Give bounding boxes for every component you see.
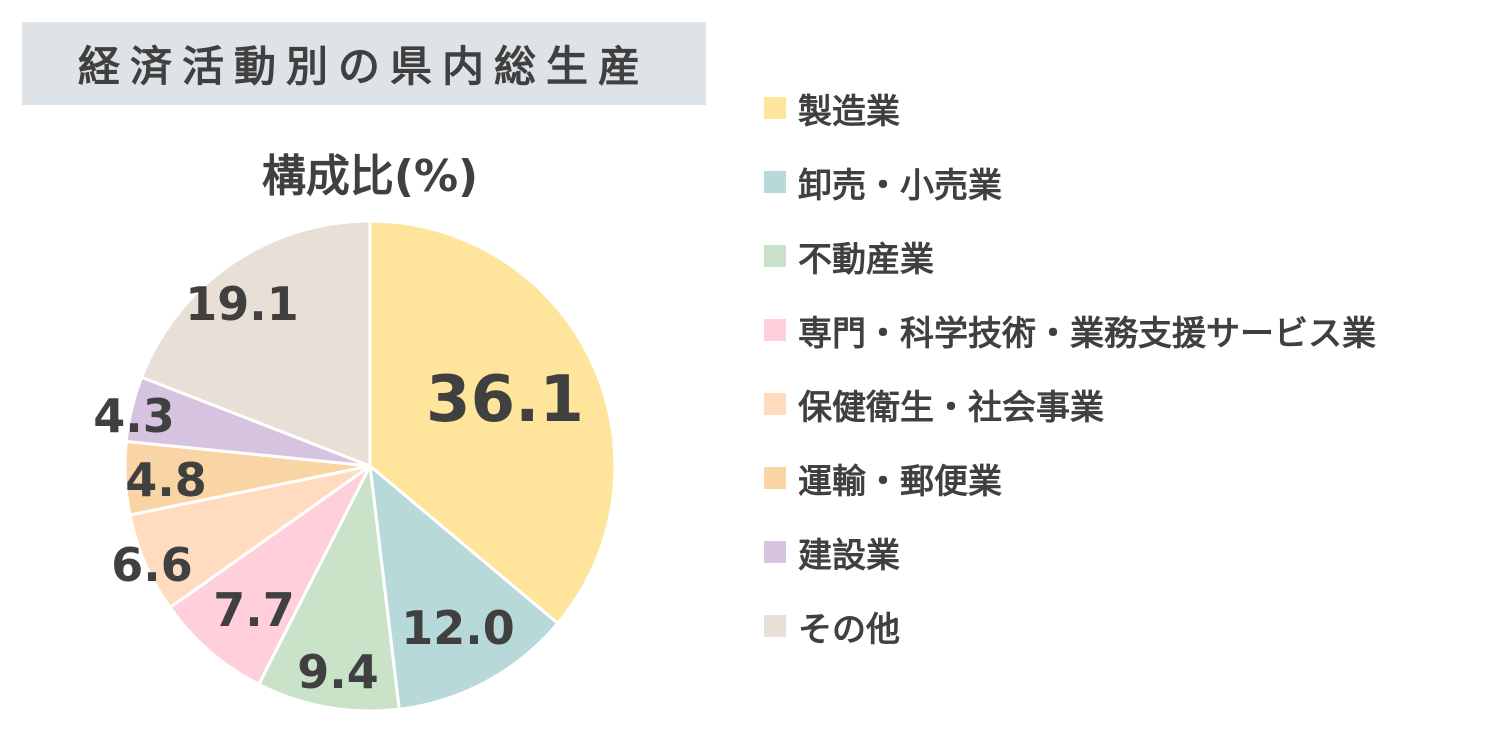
data-label: 6.6 (111, 538, 193, 592)
data-label: 7.7 (213, 583, 295, 637)
legend-item: 卸売・小売業 (764, 152, 1002, 212)
pie-slice (139, 219, 372, 469)
legend-item: 運輸・郵便業 (764, 448, 1002, 508)
chart-title-box: 経済活動別の県内総生産 (22, 22, 706, 105)
pie-chart: 36.1 12.0 9.47.7 6.6 4.8 4.3 19.1 (93, 219, 617, 713)
legend-swatch (764, 467, 786, 489)
data-label: 12.0 (401, 601, 515, 655)
data-label: 9.4 (297, 645, 379, 699)
legend-swatch (764, 541, 786, 563)
data-label: 4.3 (93, 389, 175, 443)
legend-swatch (764, 393, 786, 415)
legend-swatch (764, 171, 786, 193)
legend-swatch (764, 97, 786, 119)
chart-title: 経済活動別の県内総生産 (77, 42, 650, 91)
data-label: 36.1 (426, 363, 584, 437)
legend-label: 建設業 (798, 535, 900, 576)
pie-slice (368, 462, 560, 711)
pie-slice (368, 219, 617, 626)
legend-item: 製造業 (764, 78, 900, 138)
legend-label: 保健衛生・社会事業 (798, 387, 1104, 428)
legend-label: 卸売・小売業 (798, 165, 1002, 206)
legend-label: その他 (798, 609, 900, 650)
legend-item: その他 (764, 596, 900, 656)
legend-label: 専門・科学技術・業務支援サービス業 (798, 313, 1376, 354)
pie-slice (167, 464, 372, 687)
legend-swatch (764, 245, 786, 267)
legend-label: 運輸・郵便業 (798, 461, 1002, 502)
legend-item: 保健衛生・社会事業 (764, 374, 1104, 434)
legend-item: 建設業 (764, 522, 900, 582)
data-label: 19.1 (185, 277, 299, 331)
legend-label: 不動産業 (798, 239, 934, 280)
pie-slice (256, 460, 401, 713)
legend-swatch (764, 319, 786, 341)
chart-subtitle: 構成比(%) (261, 151, 479, 202)
legend-swatch (764, 615, 786, 637)
legend-label: 製造業 (798, 91, 900, 132)
data-label: 4.8 (125, 453, 207, 507)
legend-item: 不動産業 (764, 226, 934, 286)
legend-item: 専門・科学技術・業務支援サービス業 (764, 300, 1376, 360)
